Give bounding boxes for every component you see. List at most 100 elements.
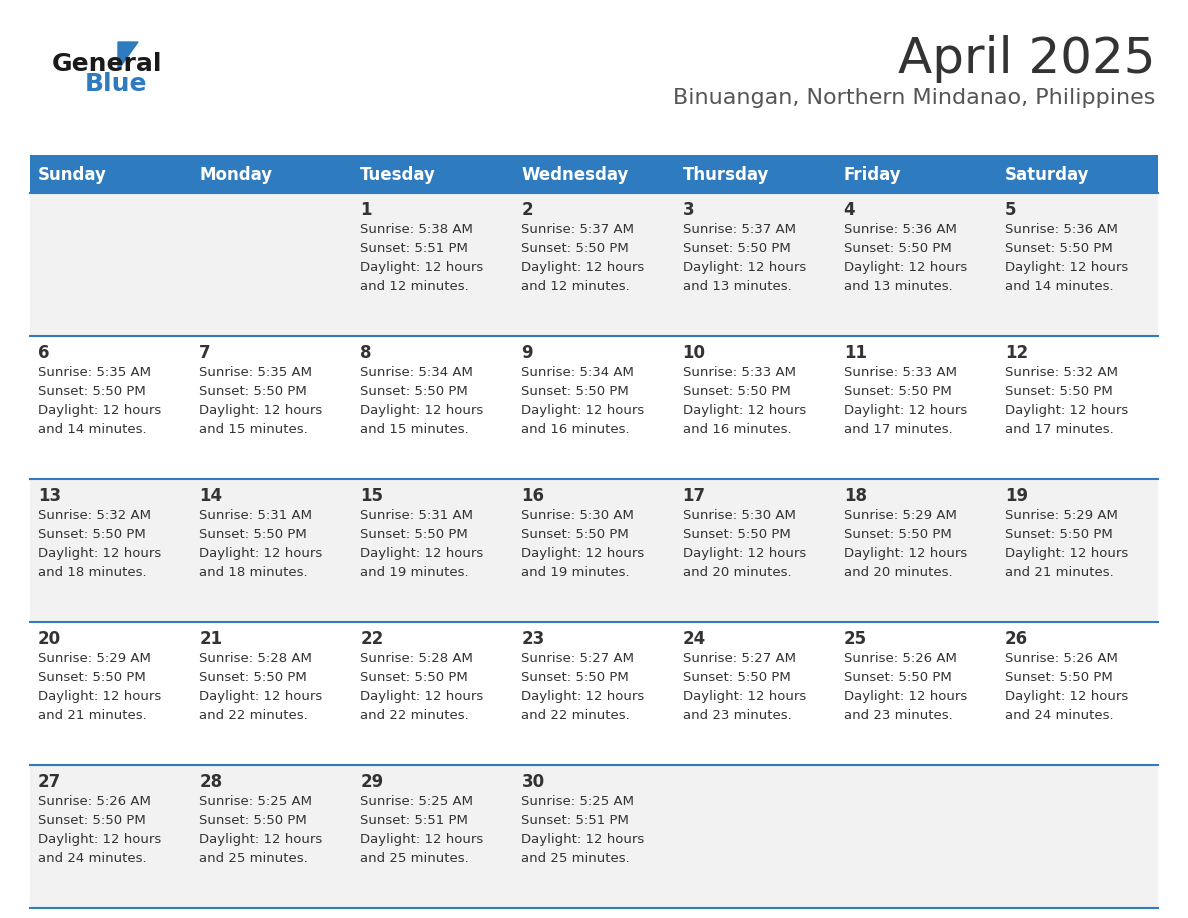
Text: 27: 27 [38, 773, 62, 791]
Bar [675, 155, 835, 193]
Text: 8: 8 [360, 344, 372, 362]
Text: Sunset: 5:50 PM: Sunset: 5:50 PM [360, 671, 468, 684]
Text: 12: 12 [1005, 344, 1028, 362]
Text: and 16 minutes.: and 16 minutes. [522, 423, 630, 436]
Text: 18: 18 [843, 487, 867, 505]
Text: 6: 6 [38, 344, 50, 362]
Text: Daylight: 12 hours: Daylight: 12 hours [522, 261, 645, 274]
Text: Sunrise: 5:34 AM: Sunrise: 5:34 AM [360, 366, 473, 379]
Text: and 19 minutes.: and 19 minutes. [522, 566, 630, 579]
Text: Sunrise: 5:28 AM: Sunrise: 5:28 AM [200, 652, 312, 665]
Text: Daylight: 12 hours: Daylight: 12 hours [522, 690, 645, 703]
Text: and 20 minutes.: and 20 minutes. [843, 566, 953, 579]
Text: and 17 minutes.: and 17 minutes. [1005, 423, 1113, 436]
Text: 2: 2 [522, 201, 533, 219]
Text: Daylight: 12 hours: Daylight: 12 hours [683, 404, 805, 417]
Text: 1: 1 [360, 201, 372, 219]
Text: and 23 minutes.: and 23 minutes. [683, 709, 791, 722]
Text: and 14 minutes.: and 14 minutes. [1005, 280, 1113, 293]
Text: Sunrise: 5:29 AM: Sunrise: 5:29 AM [38, 652, 151, 665]
Text: and 15 minutes.: and 15 minutes. [360, 423, 469, 436]
Bar [30, 622, 1158, 765]
Text: Sunrise: 5:29 AM: Sunrise: 5:29 AM [1005, 509, 1118, 522]
Text: Sunset: 5:50 PM: Sunset: 5:50 PM [1005, 528, 1113, 541]
Text: Sunset: 5:50 PM: Sunset: 5:50 PM [38, 528, 146, 541]
Text: Sunrise: 5:27 AM: Sunrise: 5:27 AM [683, 652, 796, 665]
Bar [353, 155, 513, 193]
Text: Sunset: 5:51 PM: Sunset: 5:51 PM [522, 814, 630, 827]
Text: Sunrise: 5:32 AM: Sunrise: 5:32 AM [38, 509, 151, 522]
Text: Daylight: 12 hours: Daylight: 12 hours [522, 547, 645, 560]
Text: 13: 13 [38, 487, 61, 505]
Text: Sunrise: 5:34 AM: Sunrise: 5:34 AM [522, 366, 634, 379]
Text: 5: 5 [1005, 201, 1017, 219]
Text: and 25 minutes.: and 25 minutes. [522, 852, 630, 865]
Text: Sunrise: 5:26 AM: Sunrise: 5:26 AM [38, 795, 151, 808]
Text: and 12 minutes.: and 12 minutes. [522, 280, 630, 293]
Text: Sunset: 5:50 PM: Sunset: 5:50 PM [200, 671, 307, 684]
Text: Sunrise: 5:37 AM: Sunrise: 5:37 AM [683, 223, 796, 236]
Text: and 13 minutes.: and 13 minutes. [683, 280, 791, 293]
Text: General: General [52, 52, 163, 76]
Text: Sunset: 5:50 PM: Sunset: 5:50 PM [38, 814, 146, 827]
Text: Sunset: 5:50 PM: Sunset: 5:50 PM [522, 671, 630, 684]
Text: 14: 14 [200, 487, 222, 505]
Text: Daylight: 12 hours: Daylight: 12 hours [683, 261, 805, 274]
Text: Friday: Friday [843, 166, 902, 184]
Text: Daylight: 12 hours: Daylight: 12 hours [843, 690, 967, 703]
Text: and 21 minutes.: and 21 minutes. [1005, 566, 1113, 579]
Text: Sunset: 5:50 PM: Sunset: 5:50 PM [200, 385, 307, 398]
Text: Sunrise: 5:31 AM: Sunrise: 5:31 AM [200, 509, 312, 522]
Text: Sunrise: 5:33 AM: Sunrise: 5:33 AM [843, 366, 956, 379]
Text: Sunset: 5:50 PM: Sunset: 5:50 PM [683, 671, 790, 684]
Bar [30, 479, 1158, 622]
Text: Sunset: 5:50 PM: Sunset: 5:50 PM [683, 242, 790, 255]
Text: 10: 10 [683, 344, 706, 362]
Text: Sunset: 5:50 PM: Sunset: 5:50 PM [200, 814, 307, 827]
Text: Daylight: 12 hours: Daylight: 12 hours [38, 833, 162, 846]
Text: Thursday: Thursday [683, 166, 769, 184]
Text: 20: 20 [38, 630, 61, 648]
Text: 28: 28 [200, 773, 222, 791]
Bar [30, 155, 191, 193]
Text: Monday: Monday [200, 166, 272, 184]
Text: and 15 minutes.: and 15 minutes. [200, 423, 308, 436]
Text: Sunset: 5:50 PM: Sunset: 5:50 PM [683, 385, 790, 398]
Text: Sunset: 5:50 PM: Sunset: 5:50 PM [522, 242, 630, 255]
Text: Sunset: 5:50 PM: Sunset: 5:50 PM [522, 385, 630, 398]
Text: and 25 minutes.: and 25 minutes. [360, 852, 469, 865]
Text: Sunrise: 5:25 AM: Sunrise: 5:25 AM [200, 795, 312, 808]
Text: and 16 minutes.: and 16 minutes. [683, 423, 791, 436]
Text: Sunrise: 5:33 AM: Sunrise: 5:33 AM [683, 366, 796, 379]
Text: and 21 minutes.: and 21 minutes. [38, 709, 147, 722]
Text: and 12 minutes.: and 12 minutes. [360, 280, 469, 293]
Text: Sunrise: 5:32 AM: Sunrise: 5:32 AM [1005, 366, 1118, 379]
Text: 9: 9 [522, 344, 533, 362]
Text: Sunset: 5:50 PM: Sunset: 5:50 PM [38, 671, 146, 684]
Text: Sunset: 5:50 PM: Sunset: 5:50 PM [683, 528, 790, 541]
Text: 21: 21 [200, 630, 222, 648]
Text: Daylight: 12 hours: Daylight: 12 hours [38, 404, 162, 417]
Text: Daylight: 12 hours: Daylight: 12 hours [38, 690, 162, 703]
Text: 23: 23 [522, 630, 544, 648]
Text: Sunset: 5:50 PM: Sunset: 5:50 PM [200, 528, 307, 541]
Text: Sunrise: 5:28 AM: Sunrise: 5:28 AM [360, 652, 473, 665]
Text: 15: 15 [360, 487, 384, 505]
Text: and 18 minutes.: and 18 minutes. [38, 566, 146, 579]
Text: Daylight: 12 hours: Daylight: 12 hours [843, 547, 967, 560]
Text: Sunset: 5:50 PM: Sunset: 5:50 PM [843, 385, 952, 398]
Text: Daylight: 12 hours: Daylight: 12 hours [522, 404, 645, 417]
Text: Sunset: 5:50 PM: Sunset: 5:50 PM [1005, 671, 1113, 684]
Text: Sunday: Sunday [38, 166, 107, 184]
Text: Daylight: 12 hours: Daylight: 12 hours [683, 690, 805, 703]
Text: Sunrise: 5:27 AM: Sunrise: 5:27 AM [522, 652, 634, 665]
Text: and 20 minutes.: and 20 minutes. [683, 566, 791, 579]
Text: Sunset: 5:50 PM: Sunset: 5:50 PM [360, 528, 468, 541]
Text: Daylight: 12 hours: Daylight: 12 hours [360, 833, 484, 846]
Text: Tuesday: Tuesday [360, 166, 436, 184]
Text: and 13 minutes.: and 13 minutes. [843, 280, 953, 293]
Text: and 24 minutes.: and 24 minutes. [1005, 709, 1113, 722]
Text: and 23 minutes.: and 23 minutes. [843, 709, 953, 722]
Text: and 24 minutes.: and 24 minutes. [38, 852, 146, 865]
Text: 29: 29 [360, 773, 384, 791]
